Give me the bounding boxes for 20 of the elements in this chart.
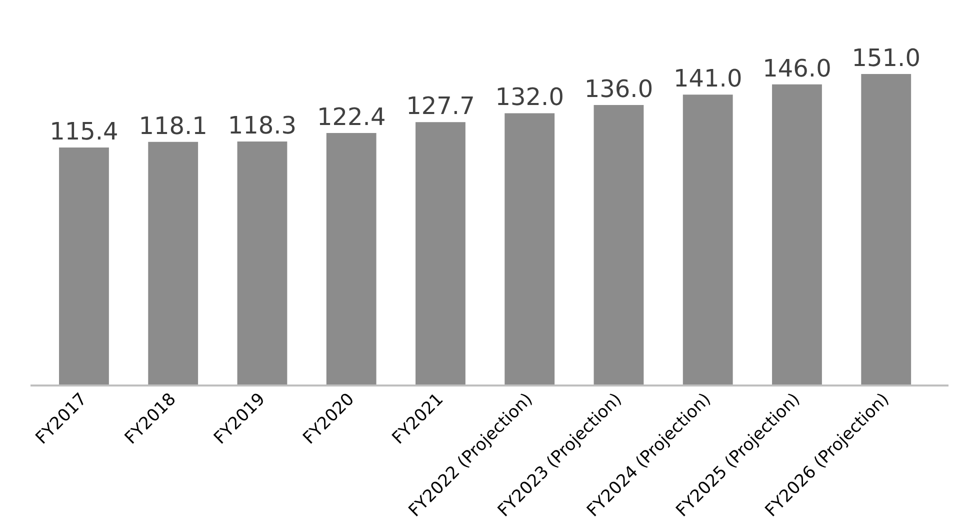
bar [594, 104, 644, 386]
bar [682, 94, 733, 386]
data-label: 136.0 [584, 74, 654, 103]
data-label: 118.1 [138, 112, 208, 140]
bar [326, 133, 376, 386]
bar [59, 147, 109, 386]
data-label: 118.3 [228, 111, 297, 140]
bar [416, 122, 466, 386]
data-label: 151.0 [852, 44, 920, 72]
data-label: 146.0 [762, 54, 832, 82]
bar [237, 141, 288, 386]
data-label: 115.4 [50, 117, 118, 146]
bar [148, 142, 198, 386]
data-label: 127.7 [406, 92, 475, 120]
bar [772, 84, 822, 386]
bar [504, 113, 555, 386]
data-label: 132.0 [495, 83, 564, 112]
data-label: 122.4 [317, 103, 386, 132]
data-label: 141.0 [674, 64, 742, 93]
bar [861, 74, 912, 386]
